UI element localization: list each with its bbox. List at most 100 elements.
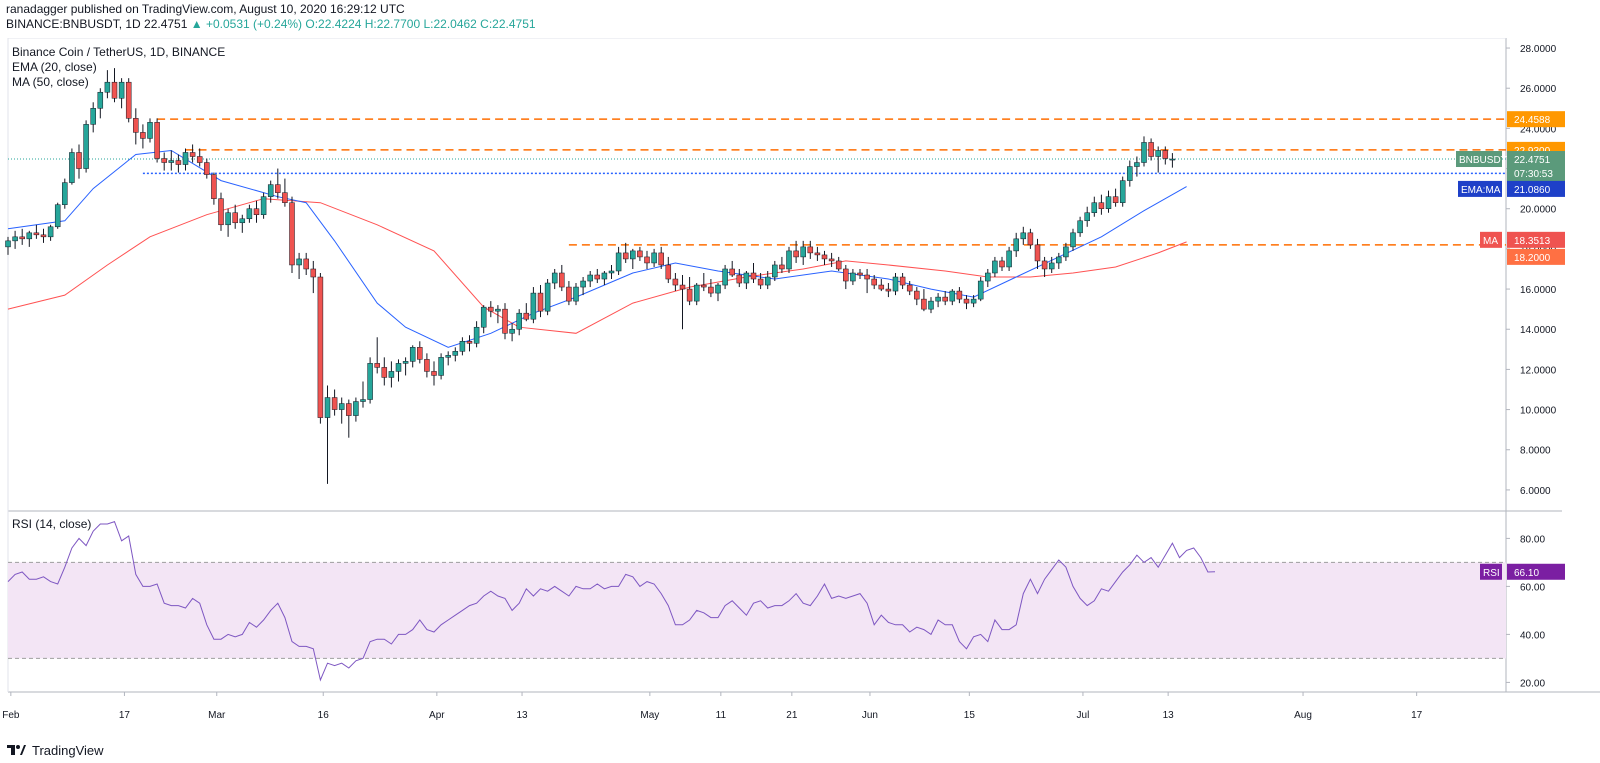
candle	[495, 305, 501, 324]
candle	[956, 287, 963, 304]
candle	[111, 68, 118, 103]
candle-body	[324, 397, 331, 418]
candle	[665, 256, 672, 284]
candle-body	[118, 81, 125, 99]
candle-body	[19, 236, 25, 240]
candle	[977, 277, 984, 302]
candle-body	[246, 208, 253, 220]
candle	[204, 158, 210, 179]
candle-body	[509, 328, 515, 334]
candle	[445, 351, 451, 366]
chart-header: ranadagger published on TradingView.com,…	[6, 2, 536, 32]
candle-body	[772, 264, 778, 278]
candle-body	[104, 81, 111, 93]
candle	[551, 268, 558, 290]
candle-body	[147, 122, 153, 139]
ma-name-badge-text: MA	[1483, 236, 1498, 247]
candle-body	[601, 272, 608, 280]
candle-body	[1084, 212, 1090, 222]
candle-body	[168, 160, 175, 163]
candle	[62, 178, 68, 209]
time-tick-label: 13	[516, 710, 528, 721]
candle-body	[360, 399, 366, 402]
candle-body	[757, 278, 764, 286]
candle	[693, 283, 700, 306]
candle	[338, 397, 345, 424]
candle-body	[40, 234, 47, 238]
time-tick-label: Jun	[862, 710, 878, 721]
candle	[104, 70, 111, 99]
candle-body	[658, 252, 664, 266]
candle	[509, 323, 515, 342]
candle-body	[985, 272, 991, 282]
candle-body	[495, 308, 501, 312]
candle	[47, 224, 54, 241]
candle-body	[516, 312, 522, 330]
candle	[225, 208, 231, 237]
candle	[679, 275, 686, 330]
candle	[1063, 242, 1069, 261]
bar-countdown: 07:30:53	[1514, 169, 1553, 180]
candle-body	[33, 232, 40, 236]
candle-body	[289, 202, 295, 266]
candle	[786, 246, 792, 273]
candle	[147, 118, 153, 143]
price-chart[interactable]: 28.000026.000024.000022.000020.000018.00…	[0, 38, 1600, 740]
candle	[33, 224, 40, 239]
candle	[722, 264, 728, 290]
candle-body	[452, 351, 459, 356]
rsi-tick-label: 20.00	[1520, 678, 1545, 689]
candle-body	[1127, 166, 1133, 181]
candle	[949, 289, 956, 306]
chart-title: Binance Coin / TetherUS, 1D, BINANCE	[12, 45, 225, 59]
candle	[1070, 228, 1076, 251]
candle	[282, 178, 288, 207]
candle-body	[1048, 262, 1055, 270]
candle-body	[566, 286, 572, 302]
candle	[594, 268, 601, 284]
price-change: ▲ +0.0531 (+0.24%)	[190, 17, 303, 31]
candle	[83, 120, 89, 173]
candle-body	[275, 184, 281, 193]
candle-body	[154, 122, 160, 159]
tradingview-footer[interactable]: TradingView	[6, 740, 104, 760]
candle-body	[949, 290, 956, 302]
candle-body	[424, 359, 430, 372]
candle	[218, 192, 224, 231]
time-tick-label: 16	[318, 710, 330, 721]
price-tick-label: 20.0000	[1520, 205, 1557, 216]
candle	[5, 236, 11, 255]
candle-body	[395, 363, 402, 372]
candle	[502, 303, 508, 340]
candle-body	[282, 192, 288, 203]
candle-body	[977, 280, 984, 300]
candle-body	[125, 81, 132, 119]
candle-body	[921, 298, 927, 310]
candle-body	[715, 284, 721, 294]
candle-body	[26, 232, 33, 240]
candle-body	[1070, 232, 1076, 248]
candle	[757, 272, 764, 290]
candle	[260, 192, 267, 219]
candle-body	[1020, 232, 1027, 240]
ema-value-badge	[1507, 180, 1565, 197]
candle	[267, 180, 274, 203]
rsi-tick-label: 60.00	[1520, 582, 1545, 593]
candle-body	[1041, 260, 1048, 270]
candle	[573, 283, 579, 306]
rsi-tick-label: 80.00	[1520, 534, 1545, 545]
candle-body	[1077, 220, 1083, 234]
candle-body	[693, 284, 700, 302]
candle	[76, 144, 82, 179]
candle	[1006, 246, 1012, 271]
time-tick-label: 17	[1411, 710, 1423, 721]
candle	[438, 353, 444, 380]
candle	[1119, 176, 1126, 207]
candle	[843, 264, 849, 290]
candle	[708, 279, 714, 298]
candle	[580, 277, 586, 296]
candle-body	[1006, 250, 1012, 268]
candle	[772, 260, 778, 282]
rsi-value-badge	[1507, 563, 1565, 580]
candle-body	[622, 252, 629, 260]
